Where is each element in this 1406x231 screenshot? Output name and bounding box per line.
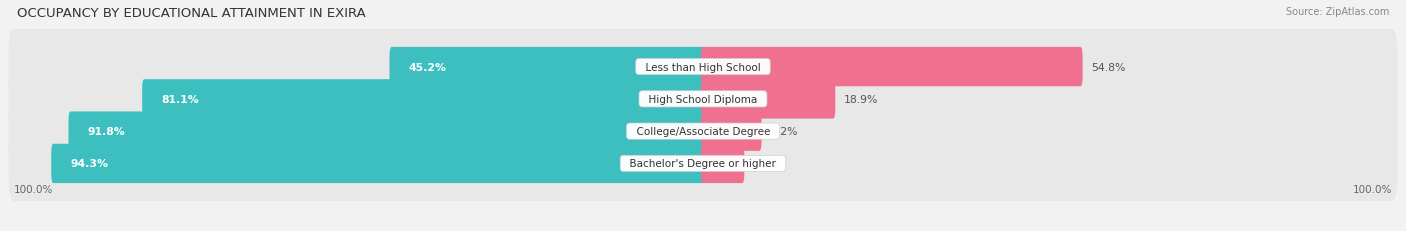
Text: College/Associate Degree: College/Associate Degree: [630, 127, 776, 137]
Text: 18.9%: 18.9%: [844, 94, 877, 104]
FancyBboxPatch shape: [8, 126, 1398, 201]
FancyBboxPatch shape: [702, 144, 744, 183]
Text: 94.3%: 94.3%: [70, 159, 108, 169]
Text: 8.2%: 8.2%: [770, 127, 797, 137]
Text: 81.1%: 81.1%: [162, 94, 200, 104]
FancyBboxPatch shape: [8, 62, 1398, 137]
Text: Less than High School: Less than High School: [638, 62, 768, 72]
FancyBboxPatch shape: [8, 94, 1398, 169]
Text: 5.7%: 5.7%: [752, 159, 780, 169]
FancyBboxPatch shape: [69, 112, 704, 151]
Text: High School Diploma: High School Diploma: [643, 94, 763, 104]
Text: 54.8%: 54.8%: [1091, 62, 1125, 72]
Text: Source: ZipAtlas.com: Source: ZipAtlas.com: [1285, 7, 1389, 17]
Text: 100.0%: 100.0%: [1353, 184, 1392, 194]
FancyBboxPatch shape: [702, 112, 762, 151]
FancyBboxPatch shape: [51, 144, 704, 183]
Text: 91.8%: 91.8%: [87, 127, 125, 137]
FancyBboxPatch shape: [702, 80, 835, 119]
Text: 45.2%: 45.2%: [409, 62, 447, 72]
FancyBboxPatch shape: [142, 80, 704, 119]
FancyBboxPatch shape: [702, 48, 1083, 87]
Text: 100.0%: 100.0%: [14, 184, 53, 194]
Text: Bachelor's Degree or higher: Bachelor's Degree or higher: [623, 159, 783, 169]
FancyBboxPatch shape: [389, 48, 704, 87]
FancyBboxPatch shape: [8, 30, 1398, 105]
Text: OCCUPANCY BY EDUCATIONAL ATTAINMENT IN EXIRA: OCCUPANCY BY EDUCATIONAL ATTAINMENT IN E…: [17, 7, 366, 20]
